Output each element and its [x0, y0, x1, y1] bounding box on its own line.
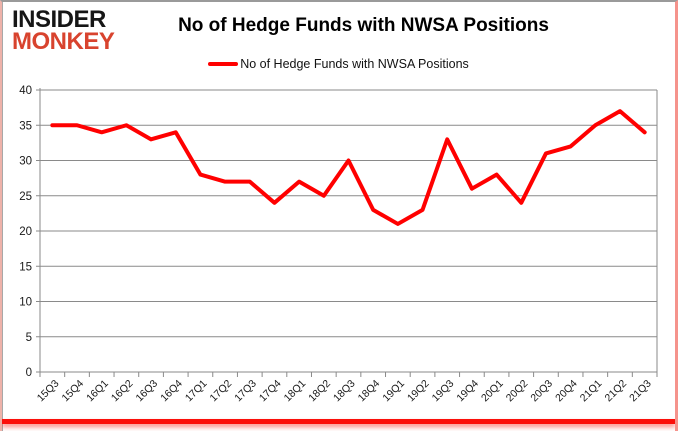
y-axis-tick-label: 10 [19, 297, 32, 309]
x-axis-tick-label: 18Q4 [356, 378, 383, 405]
x-axis-tick-label: 20Q2 [504, 378, 531, 405]
logo-text-insider: INSIDER [12, 6, 106, 33]
x-axis-tick-label: 19Q2 [405, 378, 432, 405]
x-axis-tick-label: 19Q3 [430, 378, 457, 405]
y-axis-tick-label: 0 [26, 367, 32, 379]
y-axis-tick-label: 20 [19, 226, 32, 238]
x-axis-tick-label: 21Q2 [602, 378, 629, 405]
y-axis-tick-label: 35 [19, 120, 32, 132]
x-axis-tick-label: 18Q2 [306, 378, 333, 405]
x-axis-tick-label: 19Q1 [380, 378, 407, 405]
series-line [50, 109, 647, 226]
x-axis-tick-label: 20Q3 [528, 378, 555, 405]
x-axis-tick-label: 17Q1 [183, 378, 210, 405]
y-axis-tick-label: 30 [19, 156, 32, 168]
y-axis-tick-label: 15 [19, 261, 32, 273]
x-axis-tick-label: 20Q4 [553, 378, 580, 405]
legend-line-swatch [208, 62, 239, 66]
x-axis-tick-label: 16Q1 [84, 378, 111, 405]
x-axis-tick-label: 15Q4 [59, 378, 86, 405]
legend-label: No of Hedge Funds with NWSA Positions [240, 57, 469, 71]
x-axis-tick-label: 16Q4 [158, 378, 185, 405]
chart-legend: No of Hedge Funds with NWSA Positions [2, 57, 675, 71]
x-axis-tick-label: 19Q4 [454, 378, 481, 405]
x-axis-tick-label: 16Q2 [109, 378, 136, 405]
x-axis-tick-label: 18Q3 [331, 378, 358, 405]
x-axis-tick-label: 17Q4 [257, 378, 284, 405]
x-axis-tick-label: 18Q1 [282, 378, 309, 405]
x-axis-tick-label: 17Q3 [232, 378, 259, 405]
x-axis-tick-label: 20Q1 [479, 378, 506, 405]
y-axis-tick-label: 25 [19, 191, 32, 203]
x-axis-tick-label: 17Q2 [208, 378, 235, 405]
y-axis-tick-label: 40 [19, 85, 32, 97]
bottom-border-accent [2, 419, 675, 424]
chart-title: No of Hedge Funds with NWSA Positions [178, 15, 549, 36]
y-axis-tick-label: 5 [26, 332, 32, 344]
x-axis-tick-label: 21Q1 [578, 378, 605, 405]
logo-text-monkey: MONKEY [12, 28, 115, 55]
insider-monkey-logo: INSIDER MONKEY [12, 6, 115, 55]
x-axis-tick-label: 15Q3 [35, 378, 62, 405]
x-axis-tick-label: 16Q3 [134, 378, 161, 405]
x-axis-tick-label: 21Q3 [627, 378, 654, 405]
